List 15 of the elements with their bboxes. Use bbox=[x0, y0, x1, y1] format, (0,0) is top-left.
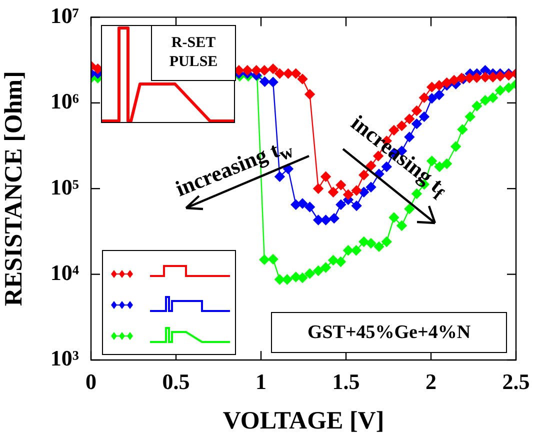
annotation: R-SET PULSE bbox=[151, 25, 236, 81]
x-tick-label: 1.5 bbox=[332, 368, 360, 394]
label-box: GST+45%Ge+4%N bbox=[271, 312, 507, 353]
x-tick-label: 1 bbox=[256, 368, 266, 394]
y-tick-label: 10⁷ bbox=[50, 2, 80, 28]
y-axis-title: RESISTANCE [Ohm] bbox=[0, 71, 28, 306]
x-tick-label: 0.5 bbox=[162, 368, 190, 394]
y-tick-label: 10⁶ bbox=[50, 88, 80, 114]
y-tick-label: 10³ bbox=[50, 346, 80, 371]
y-tick-label: 10⁴ bbox=[50, 260, 80, 285]
y-tick-label: 10⁵ bbox=[50, 174, 80, 200]
x-axis-title: VOLTAGE [V] bbox=[222, 407, 384, 434]
x-tick-label: 2.5 bbox=[502, 368, 530, 394]
x-tick-label: 2 bbox=[426, 368, 436, 394]
x-tick-label: 0 bbox=[86, 368, 96, 394]
